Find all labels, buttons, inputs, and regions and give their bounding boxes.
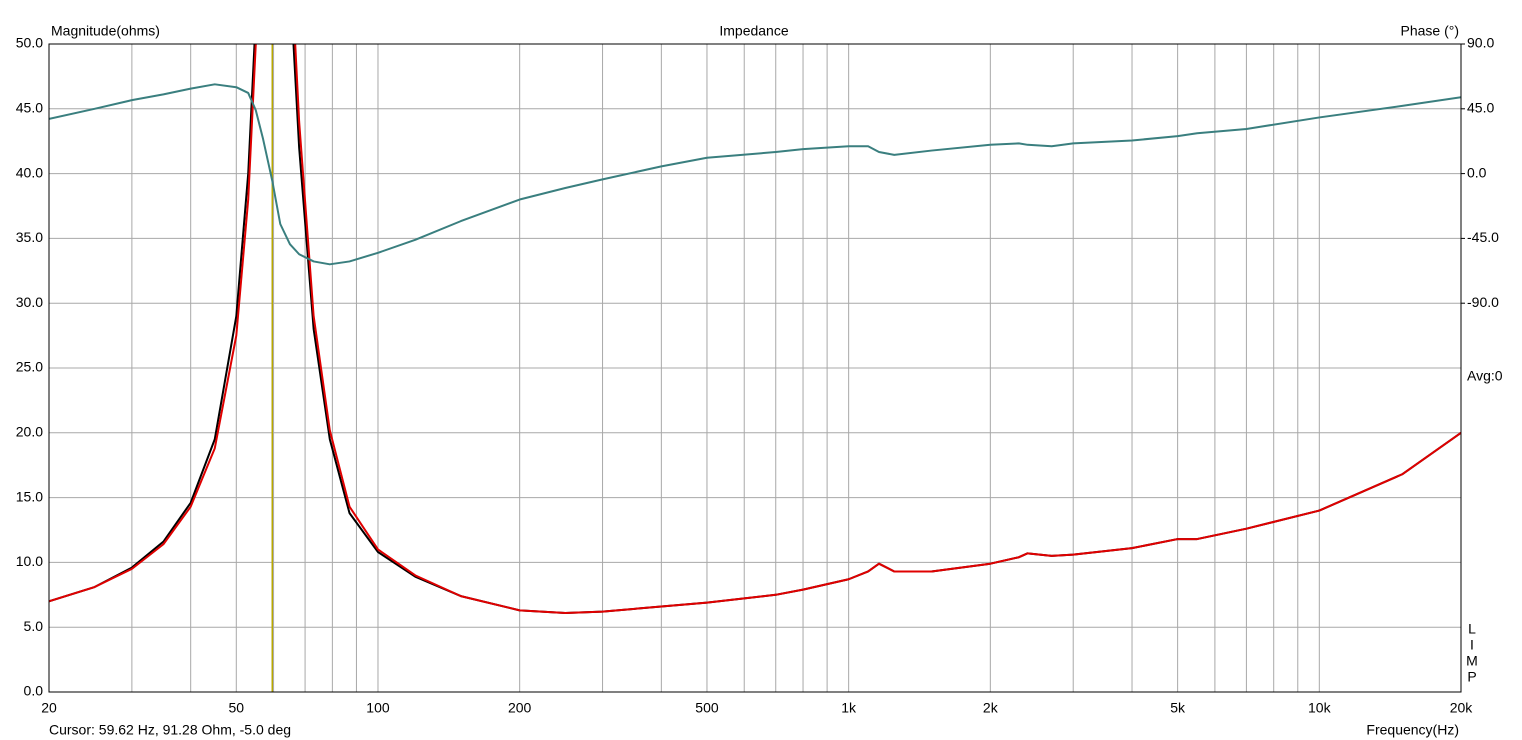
- series-line: [49, 83, 1461, 266]
- chart-title: Impedance: [719, 23, 788, 39]
- brand-letter: M: [1466, 653, 1478, 669]
- brand-letter: I: [1470, 637, 1474, 653]
- cursor-readout: Cursor: 59.62 Hz, 91.28 Ohm, -5.0 deg: [49, 722, 291, 738]
- y-tick-label: 50.0: [16, 35, 43, 51]
- x-tick-label: 200: [508, 700, 532, 716]
- y2-tick-label: 45.0: [1467, 100, 1494, 116]
- x-tick-label: 20k: [1450, 700, 1474, 716]
- y-tick-label: 20.0: [16, 424, 43, 440]
- x-tick-label: 5k: [1170, 700, 1186, 716]
- y2-tick-label: -90.0: [1467, 294, 1499, 310]
- y-tick-label: 30.0: [16, 294, 43, 310]
- y-tick-label: 40.0: [16, 164, 43, 180]
- y2-tick-label: -45.0: [1467, 229, 1499, 245]
- x-tick-label: 100: [366, 700, 390, 716]
- x-tick-label: 500: [695, 700, 719, 716]
- annotation: Avg:0: [1467, 368, 1503, 384]
- brand-letter: L: [1468, 621, 1476, 637]
- y-tick-label: 15.0: [16, 488, 43, 504]
- y-tick-label: 0.0: [24, 683, 44, 699]
- y2-tick-label: 0.0: [1467, 164, 1487, 180]
- plot-frame: [48, 43, 1462, 693]
- y2-axis-label: Phase (°): [1400, 23, 1459, 39]
- series-line: [49, 44, 1461, 614]
- y-tick-label: 45.0: [16, 100, 43, 116]
- x-tick-label: 1k: [841, 700, 857, 716]
- x-tick-label: 20: [41, 700, 57, 716]
- x-tick-label: 50: [229, 700, 245, 716]
- y-tick-label: 25.0: [16, 359, 43, 375]
- x-axis-label: Frequency(Hz): [1366, 722, 1459, 738]
- y-tick-label: 35.0: [16, 229, 43, 245]
- brand-letter: P: [1467, 669, 1476, 685]
- y-tick-label: 10.0: [16, 553, 43, 569]
- x-tick-label: 10k: [1308, 700, 1332, 716]
- x-tick-label: 2k: [983, 700, 999, 716]
- y2-tick-label: 90.0: [1467, 35, 1494, 51]
- y-tick-label: 5.0: [24, 618, 44, 634]
- y-axis-label: Magnitude(ohms): [51, 23, 160, 39]
